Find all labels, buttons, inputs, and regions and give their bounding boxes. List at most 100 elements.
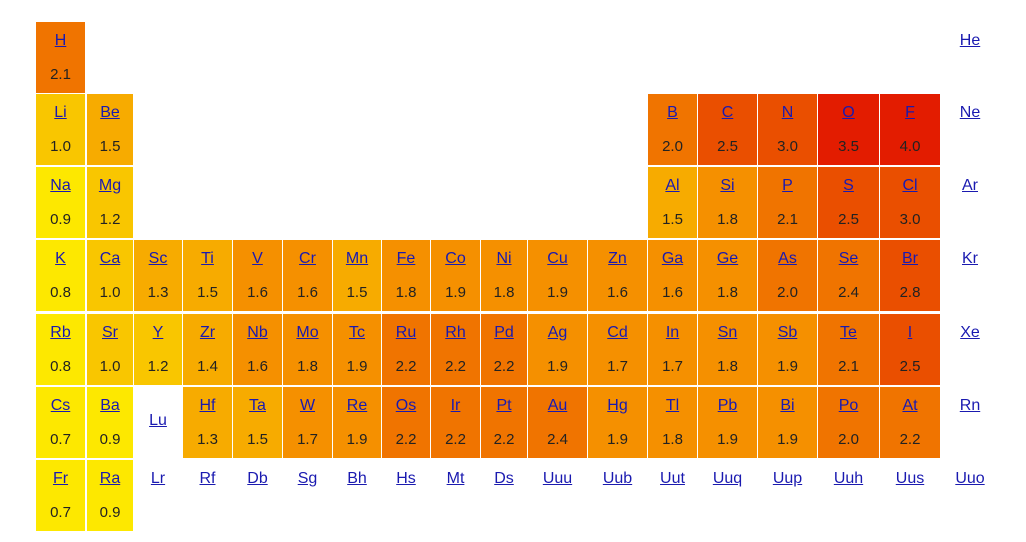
element-link-hs[interactable]: Hs xyxy=(396,470,416,487)
element-link-mt[interactable]: Mt xyxy=(446,470,465,487)
element-link-rh[interactable]: Rh xyxy=(445,324,466,341)
element-link-po[interactable]: Po xyxy=(838,397,859,414)
element-link-w[interactable]: W xyxy=(299,397,316,414)
element-link-ru[interactable]: Ru xyxy=(395,324,417,341)
element-link-i[interactable]: I xyxy=(907,324,913,341)
element-link-k[interactable]: K xyxy=(55,250,66,267)
element-link-bi[interactable]: Bi xyxy=(780,397,795,414)
element-link-as[interactable]: As xyxy=(778,250,797,267)
element-link-pt[interactable]: Pt xyxy=(496,397,512,414)
element-link-te[interactable]: Te xyxy=(840,324,857,341)
element-link-cu[interactable]: Cu xyxy=(547,250,568,267)
element-link-he[interactable]: He xyxy=(959,32,981,49)
element-link-hf[interactable]: Hf xyxy=(199,397,216,414)
element-link-be[interactable]: Be xyxy=(100,104,120,121)
element-link-cr[interactable]: Cr xyxy=(299,250,316,267)
element-link-zn[interactable]: Zn xyxy=(608,250,627,267)
element-link-al[interactable]: Al xyxy=(665,177,680,194)
element-link-fe[interactable]: Fe xyxy=(396,250,416,267)
element-link-uus[interactable]: Uus xyxy=(895,470,925,487)
element-link-ge[interactable]: Ge xyxy=(716,250,739,267)
electronegativity-value: 1.2 xyxy=(147,358,169,375)
element-link-ag[interactable]: Ag xyxy=(547,324,568,341)
element-link-f[interactable]: F xyxy=(905,104,915,121)
element-link-na[interactable]: Na xyxy=(50,177,71,194)
electronegativity-value: 2.4 xyxy=(547,431,568,448)
element-link-cl[interactable]: Cl xyxy=(902,177,918,194)
element-link-fr[interactable]: Fr xyxy=(52,470,69,487)
element-link-b[interactable]: B xyxy=(667,104,678,121)
element-link-xe[interactable]: Xe xyxy=(960,324,980,341)
element-link-ni[interactable]: Ni xyxy=(496,250,512,267)
element-link-db[interactable]: Db xyxy=(247,470,268,487)
element-link-pd[interactable]: Pd xyxy=(494,324,514,341)
element-link-mg[interactable]: Mg xyxy=(98,177,122,194)
element-link-br[interactable]: Br xyxy=(902,250,918,267)
element-link-nb[interactable]: Nb xyxy=(247,324,268,341)
element-link-sn[interactable]: Sn xyxy=(717,324,738,341)
electronegativity-value: 2.2 xyxy=(445,358,466,375)
element-cell-xe: Xe xyxy=(942,314,998,385)
element-link-uuo[interactable]: Uuo xyxy=(955,470,985,487)
element-link-pb[interactable]: Pb xyxy=(717,397,738,414)
element-link-mn[interactable]: Mn xyxy=(345,250,369,267)
element-link-cs[interactable]: Cs xyxy=(50,397,71,414)
element-cell-uuo: Uuo xyxy=(942,460,998,531)
element-link-rn[interactable]: Rn xyxy=(959,397,981,414)
element-link-se[interactable]: Se xyxy=(838,250,859,267)
element-link-au[interactable]: Au xyxy=(547,397,568,414)
element-link-ar[interactable]: Ar xyxy=(962,177,978,194)
element-link-co[interactable]: Co xyxy=(445,250,466,267)
element-link-tc[interactable]: Tc xyxy=(349,324,365,341)
element-cell-kr: Kr xyxy=(942,240,998,311)
element-link-p[interactable]: P xyxy=(782,177,793,194)
element-link-uut[interactable]: Uut xyxy=(660,470,685,487)
element-link-c[interactable]: C xyxy=(721,104,734,121)
element-link-sb[interactable]: Sb xyxy=(777,324,798,341)
element-link-in[interactable]: In xyxy=(665,324,680,341)
element-link-ca[interactable]: Ca xyxy=(99,250,121,267)
element-link-sr[interactable]: Sr xyxy=(102,324,118,341)
element-link-ba[interactable]: Ba xyxy=(100,397,120,414)
element-link-li[interactable]: Li xyxy=(54,104,67,121)
element-link-re[interactable]: Re xyxy=(346,397,368,414)
element-link-ne[interactable]: Ne xyxy=(959,104,981,121)
element-link-sc[interactable]: Sc xyxy=(148,250,168,267)
element-link-at[interactable]: At xyxy=(902,397,918,414)
element-link-mo[interactable]: Mo xyxy=(296,324,319,341)
element-link-rf[interactable]: Rf xyxy=(199,470,216,487)
element-link-uuh[interactable]: Uuh xyxy=(833,470,864,487)
element-link-hg[interactable]: Hg xyxy=(607,397,628,414)
element-link-lu[interactable]: Lu xyxy=(149,412,167,429)
element-cell-mn: Mn 1.5 xyxy=(333,240,381,311)
element-link-ga[interactable]: Ga xyxy=(661,250,684,267)
element-link-v[interactable]: V xyxy=(252,250,263,267)
element-link-n[interactable]: N xyxy=(781,104,794,121)
element-link-uup[interactable]: Uup xyxy=(772,470,803,487)
element-link-rb[interactable]: Rb xyxy=(50,324,71,341)
element-link-cd[interactable]: Cd xyxy=(607,324,628,341)
element-link-ta[interactable]: Ta xyxy=(249,397,266,414)
element-link-kr[interactable]: Kr xyxy=(962,250,978,267)
electronegativity-value: 1.3 xyxy=(197,431,218,448)
element-link-ti[interactable]: Ti xyxy=(201,250,214,267)
element-cell-cd: Cd 1.7 xyxy=(588,314,647,385)
element-link-ir[interactable]: Ir xyxy=(450,397,461,414)
element-link-os[interactable]: Os xyxy=(395,397,417,414)
element-link-o[interactable]: O xyxy=(842,104,855,121)
element-cell-fr: Fr 0.7 xyxy=(36,460,85,531)
element-link-zr[interactable]: Zr xyxy=(199,324,216,341)
element-link-si[interactable]: Si xyxy=(720,177,735,194)
element-link-y[interactable]: Y xyxy=(152,324,164,341)
element-link-uuq[interactable]: Uuq xyxy=(712,470,743,487)
element-link-s[interactable]: S xyxy=(843,177,854,194)
element-link-uuu[interactable]: Uuu xyxy=(542,470,573,487)
element-link-uub[interactable]: Uub xyxy=(602,470,633,487)
element-link-bh[interactable]: Bh xyxy=(347,470,367,487)
element-link-ds[interactable]: Ds xyxy=(494,470,514,487)
element-link-h[interactable]: H xyxy=(54,32,67,49)
element-link-lr[interactable]: Lr xyxy=(150,470,166,487)
element-link-sg[interactable]: Sg xyxy=(297,470,318,487)
element-link-tl[interactable]: Tl xyxy=(665,397,680,414)
element-link-ra[interactable]: Ra xyxy=(99,470,121,487)
